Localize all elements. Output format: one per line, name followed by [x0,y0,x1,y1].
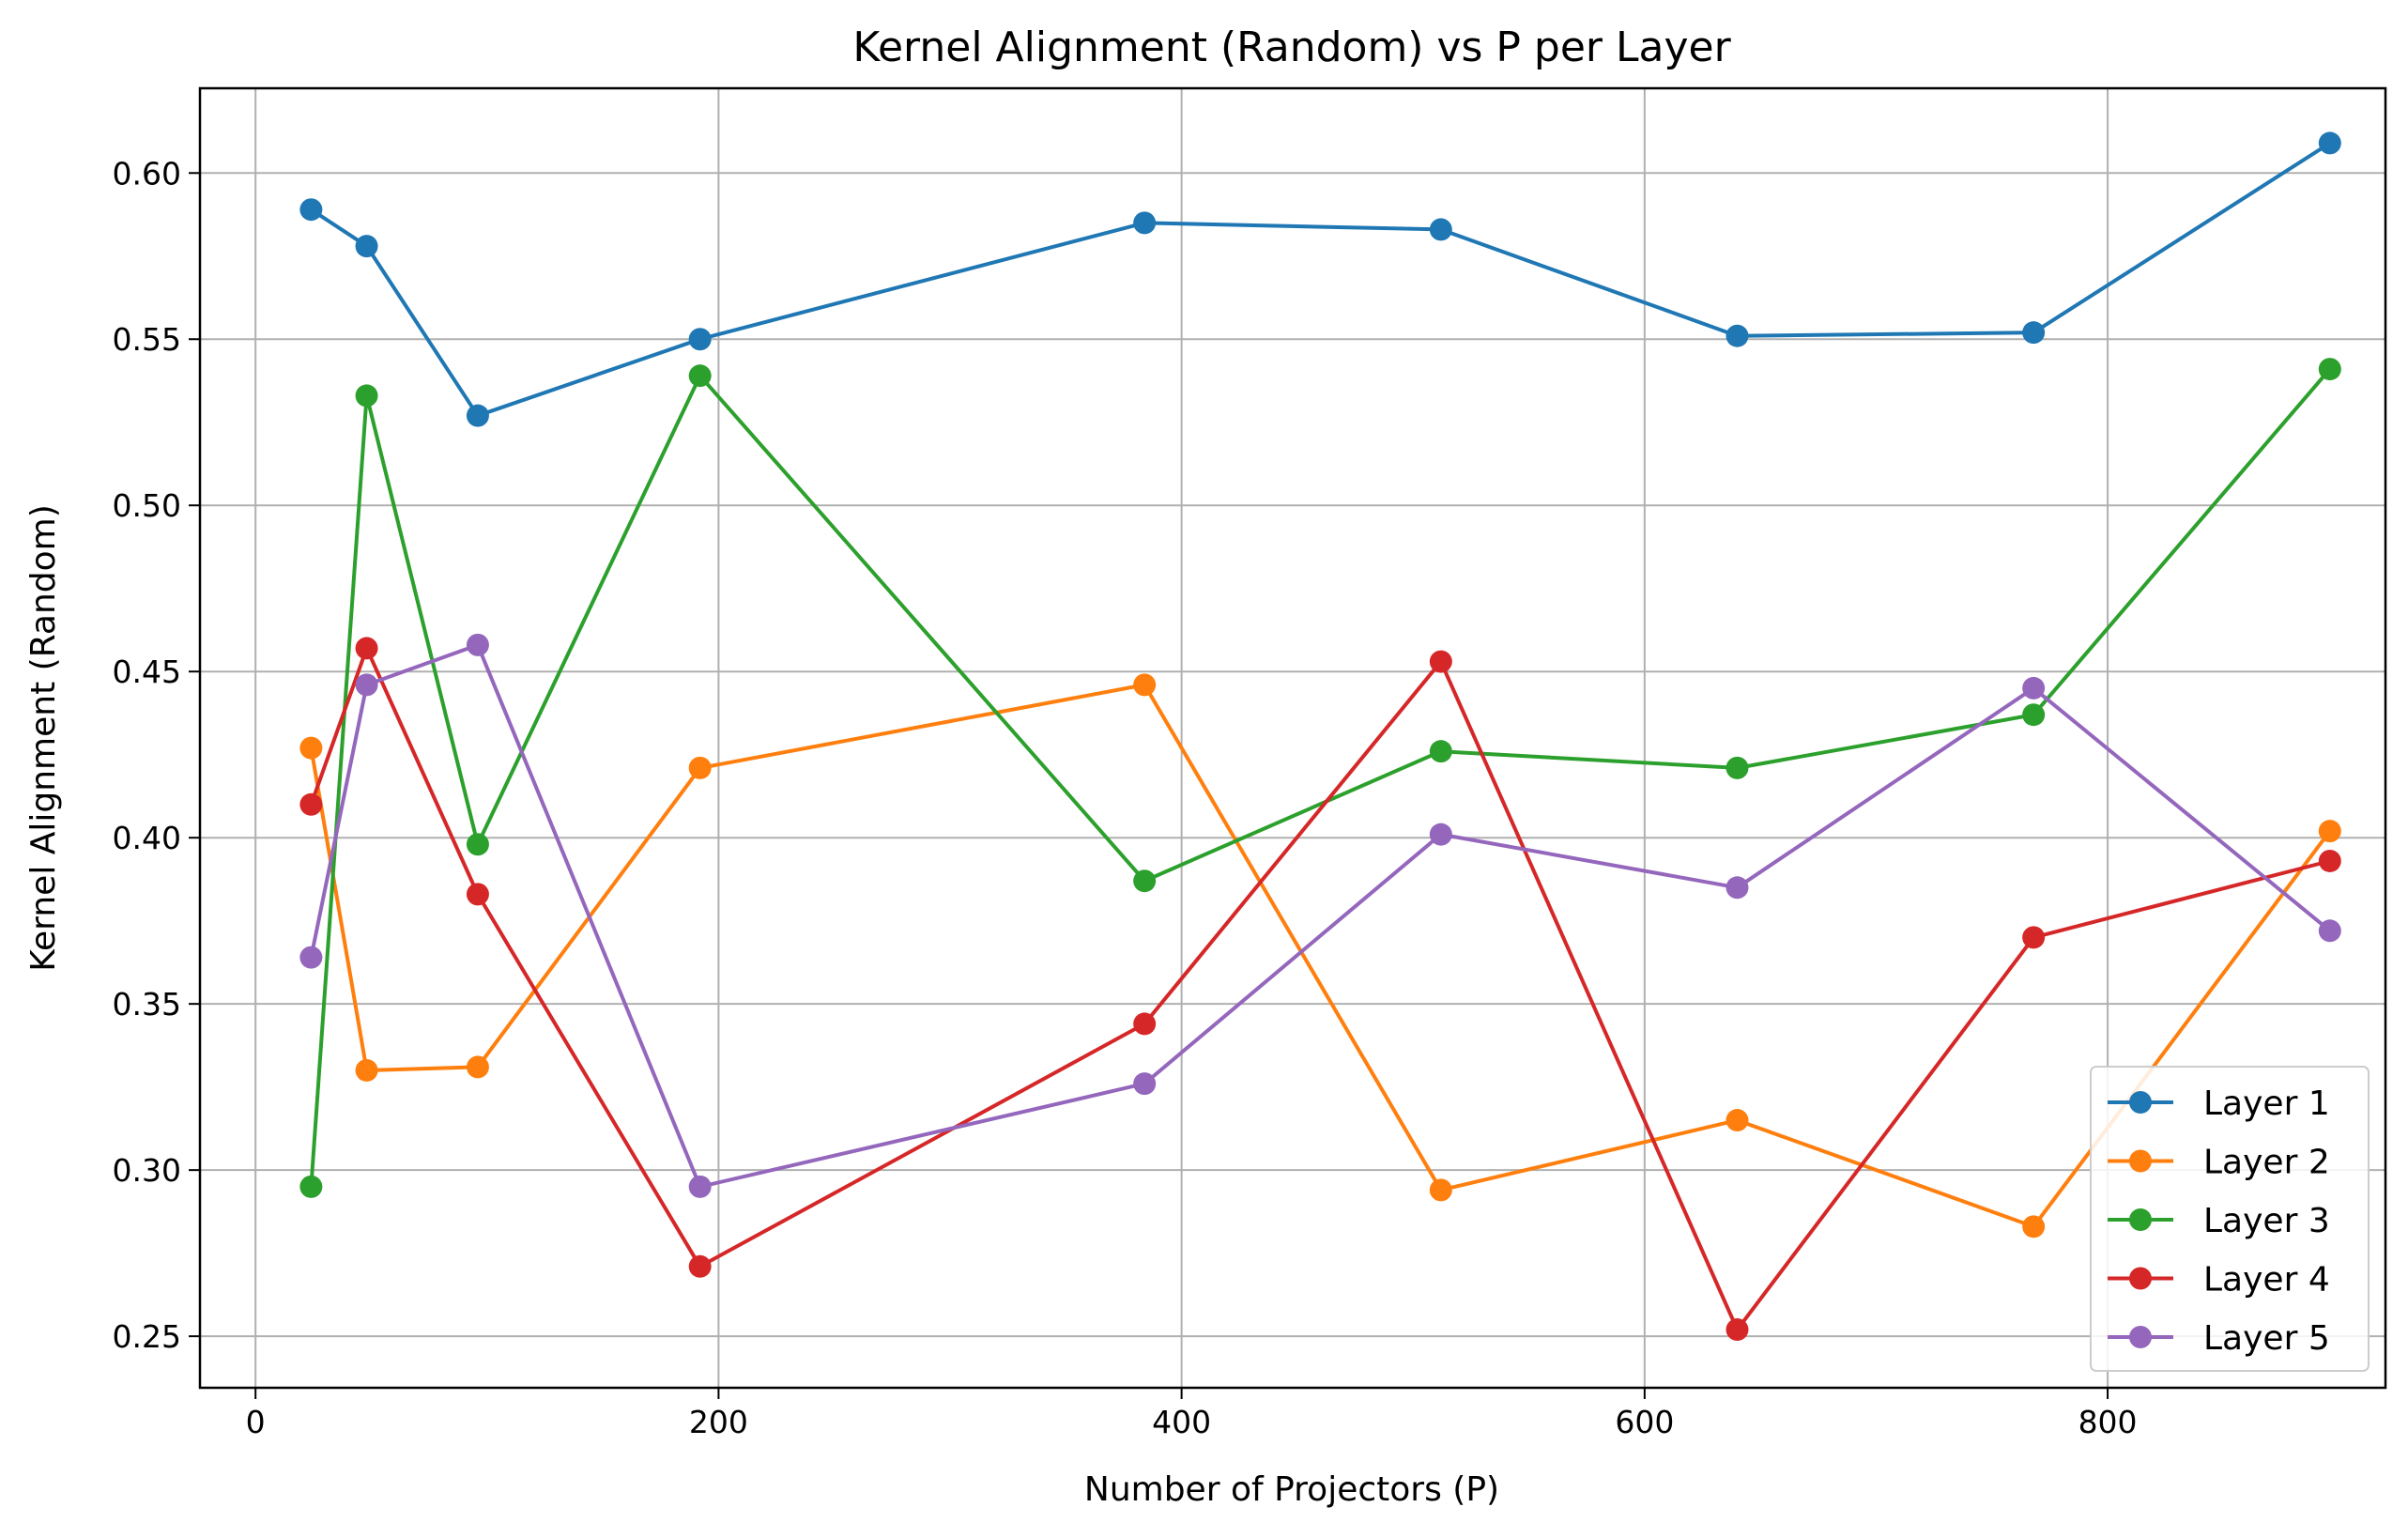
layer-4-point [2318,849,2341,872]
layer-3-point [2022,703,2046,727]
layer-5-legend-marker [2129,1326,2152,1348]
layer-2-point [355,1058,378,1082]
x-axis-label: Number of Projectors (P) [1084,1470,1499,1509]
layer-2-point [1725,1109,1749,1132]
layer-5-point [1133,1072,1157,1096]
layer-5-point [2022,676,2046,700]
layer-3-point [1725,756,1749,779]
layer-1-point [299,198,323,222]
x-tick-label: 0 [246,1404,266,1440]
layer-2-point [2318,820,2341,843]
layer-2-point [688,756,712,779]
layer-2-point [466,1055,489,1079]
layer-5-line [309,642,2332,1189]
layer-1-point [466,404,489,427]
layer-1-point [355,235,378,258]
layer-5-point [355,673,378,697]
layer-4-point [466,883,489,906]
layer-4-point [1725,1318,1749,1342]
layer-4-point [299,792,323,816]
layer-1-point [2318,131,2341,155]
legend-box [2090,1066,2370,1372]
layer-2-legend-label: Layer 2 [2203,1144,2330,1182]
layer-5-point [688,1175,712,1198]
layer-2-point [1133,673,1157,697]
layer-4-legend-label: Layer 4 [2203,1261,2330,1300]
y-tick-label: 0.30 [113,1152,181,1189]
layer-5-legend-label: Layer 5 [2203,1319,2330,1358]
layer-2-point [299,736,323,760]
legend: Layer 1 Layer 2 Layer 3 Layer 4 Layer 5 [2090,1066,2370,1372]
y-tick-label: 0.60 [113,155,181,192]
layer-4-point [1429,650,1452,673]
y-tick-label: 0.45 [113,654,181,690]
layer-1-point [2022,321,2046,345]
layer-4-point [688,1254,712,1278]
layer-3-point [466,833,489,856]
layer-4-point [1133,1012,1157,1036]
layer-5-point [299,946,323,969]
chart-title: Kernel Alignment (Random) vs P per Layer [852,23,1731,71]
x-tick-label: 800 [2078,1404,2138,1440]
layer-1-point [1429,218,1452,241]
layer-1-legend-label: Layer 1 [2203,1084,2330,1123]
layer-5-point [466,633,489,656]
layer-2-legend-marker [2129,1149,2152,1173]
layer-3-point [688,364,712,388]
layer-3-point [2318,358,2341,381]
y-tick-label: 0.40 [113,820,181,856]
layer-2-line [309,683,2332,1229]
x-tick-label: 200 [689,1404,748,1440]
layer-5-point [1429,823,1452,846]
grid [200,88,2385,1388]
x-tick-label: 400 [1152,1404,1211,1440]
layer-4-point [2022,926,2046,949]
y-tick-label: 0.35 [113,986,181,1023]
layer-3-point [1429,740,1452,763]
y-tick-label: 0.50 [113,487,181,524]
plot-area-frame [198,86,2387,1390]
axis-ticks: 0 200 400 600 800 0.25 0.30 0.35 0.40 0.45 0.50 0.5… [113,155,2138,1440]
layer-3-legend-marker [2129,1208,2152,1231]
y-tick-label: 0.25 [113,1318,181,1355]
layer-3-legend-label: Layer 3 [2203,1202,2330,1240]
layer-3-line [309,367,2332,1188]
layer-1-point [1133,211,1157,235]
y-tick-label: 0.55 [113,321,181,358]
layer-2-point [2022,1215,2046,1238]
layer-1-point [1725,324,1749,347]
layer-3-point [1133,869,1157,893]
layer-4-legend-marker [2129,1267,2152,1290]
layer-3-point [355,384,378,408]
layer-5-point [1725,876,1749,900]
layer-5-point [2318,919,2341,943]
y-axis-label: Kernel Alignment (Random) [24,504,63,972]
layer-1-legend-marker [2129,1091,2152,1114]
plot-series [299,131,2341,1342]
x-tick-label: 600 [1615,1404,1674,1440]
layer-1-line [310,141,2331,418]
layer-3-point [299,1175,323,1198]
layer-1-point [688,328,712,351]
layer-4-point [355,637,378,660]
layer-2-point [1429,1178,1452,1202]
